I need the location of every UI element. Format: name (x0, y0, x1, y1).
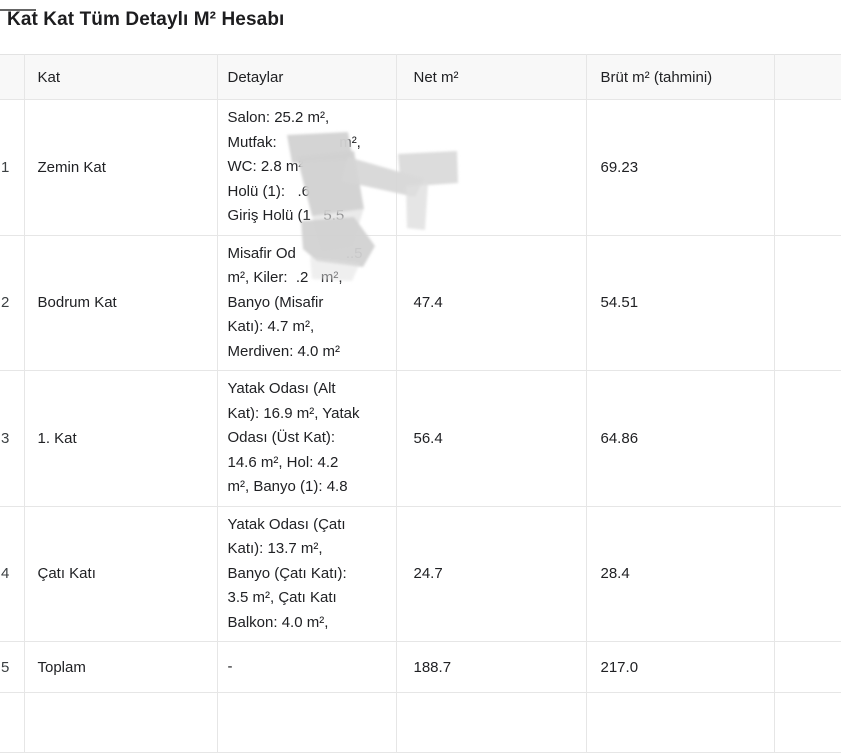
detail-line: Balkon: 4.0 m², (227, 613, 329, 631)
detaylar-cell: Misafir Od ..5 m², Kiler: .2 m², Banyo (… (217, 235, 397, 371)
kat-cell: Toplam (24, 641, 218, 693)
header-kat: Kat (24, 54, 218, 100)
detail-line: Giriş Holü (1 5.5 (227, 207, 345, 224)
header-net-m2: Net m² (396, 54, 587, 100)
detail-line: Holü (1): .6 (227, 182, 311, 200)
detaylar-cell: - (217, 641, 397, 693)
net-m2-cell (396, 99, 587, 236)
detail-line: Odası (Üst Kat): (227, 429, 336, 446)
brut-m2-cell: 64.86 (586, 370, 775, 507)
detail-line: Mutfak: m², (227, 133, 361, 151)
kat-cell: Zemin Kat (24, 99, 218, 236)
brut-m2-cell: 28.4 (586, 506, 775, 642)
detail-line: Salon: 25.2 m², (227, 109, 330, 126)
table-header-row: Kat Detaylar Net m² Brüt m² (tahmini) (0, 54, 841, 100)
row-number: 4 (0, 506, 25, 642)
row-number: 5 (0, 641, 25, 693)
detail-line: Yatak Odası (Çatı (227, 515, 346, 533)
detail-line: WC: 2.8 m² (227, 158, 304, 175)
extra-cell (774, 506, 841, 642)
extra-cell (774, 99, 841, 236)
detail-line: Banyo (Misafir (227, 293, 324, 311)
detail-line: m², Kiler: .2 m², (227, 269, 343, 286)
detaylar-cell: Yatak Odası (Alt Kat): 16.9 m², Yatak Od… (217, 370, 397, 507)
detail-line: Misafir Od ..5 (227, 244, 363, 262)
detail-line: Merdiven: 4.0 m² (227, 342, 341, 360)
detail-line: Katı): 4.7 m², (227, 318, 315, 335)
brut-m2-cell: 54.51 (586, 235, 775, 371)
kat-cell: Çatı Katı (24, 506, 218, 642)
detail-line: Katı): 13.7 m², (227, 540, 323, 557)
brut-m2-cell: 69.23 (586, 99, 775, 236)
brut-m2-cell: 217.0 (586, 641, 775, 693)
header-detaylar: Detaylar (217, 54, 397, 100)
net-m2-cell: 47.4 (396, 235, 587, 371)
net-m2-cell: 24.7 (396, 506, 587, 642)
extra-cell (774, 235, 841, 371)
net-m2-cell: 56.4 (396, 370, 587, 507)
detail-line: Kat): 16.9 m², Yatak (227, 404, 360, 422)
floor-area-table: Kat Detaylar Net m² Brüt m² (tahmini) 1 … (0, 54, 841, 753)
header-row-number (0, 54, 25, 100)
kat-cell: 1. Kat (24, 370, 218, 507)
table-row: 3 1. Kat Yatak Odası (Alt Kat): 16.9 m²,… (0, 370, 841, 507)
row-number: 1 (0, 99, 25, 236)
row-number: 2 (0, 235, 25, 371)
header-brut-m2: Brüt m² (tahmini) (586, 54, 775, 100)
table-row-empty (0, 692, 841, 753)
detail-line: 3.5 m², Çatı Katı (227, 589, 337, 606)
table-row-total: 5 Toplam - 188.7 217.0 (0, 641, 841, 693)
extra-cell (774, 370, 841, 507)
table-row: 2 Bodrum Kat Misafir Od ..5 m², Kiler: .… (0, 235, 841, 371)
extra-cell (774, 641, 841, 693)
detail-line: m², Banyo (1): 4.8 (227, 478, 348, 495)
detail-line: 14.6 m², Hol: 4.2 (227, 453, 339, 471)
row-number: 3 (0, 370, 25, 507)
detail-line: Banyo (Çatı Katı): (227, 564, 347, 582)
detail-line: Yatak Odası (Alt (227, 380, 336, 397)
kat-cell: Bodrum Kat (24, 235, 218, 371)
detail-line: - (227, 657, 233, 675)
screenshot-crop-remnant (0, 9, 36, 11)
header-extra (774, 54, 841, 100)
detaylar-cell: Yatak Odası (Çatı Katı): 13.7 m², Banyo … (217, 506, 397, 642)
table-row: 4 Çatı Katı Yatak Odası (Çatı Katı): 13.… (0, 506, 841, 642)
detaylar-cell: Salon: 25.2 m², Mutfak: m², WC: 2.8 m² H… (217, 99, 397, 236)
net-m2-cell: 188.7 (396, 641, 587, 693)
table-row: 1 Zemin Kat Salon: 25.2 m², Mutfak: m², … (0, 99, 841, 236)
page-title: Kat Kat Tüm Detaylı M² Hesabı (7, 9, 285, 30)
